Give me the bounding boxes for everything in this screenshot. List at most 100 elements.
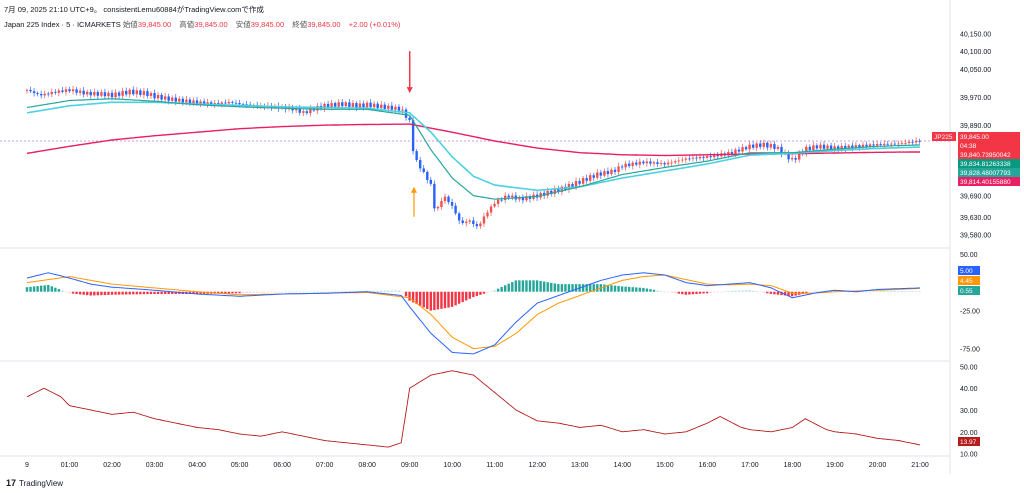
macd-histogram-bar <box>681 291 684 295</box>
macd-histogram-bar <box>465 291 468 301</box>
candle-body <box>171 97 174 101</box>
candle-body <box>787 152 790 160</box>
time-axis-tick-label: 20:00 <box>869 462 887 469</box>
macd-histogram-bar <box>333 291 337 293</box>
candle-body <box>309 108 312 114</box>
candle-body <box>861 144 865 148</box>
candle-body <box>394 106 397 110</box>
candle-body <box>71 89 75 92</box>
candle-body <box>730 152 734 154</box>
candle-body <box>224 102 227 104</box>
candle-body <box>61 90 64 92</box>
macd-histogram-bar <box>461 291 464 303</box>
macd-histogram-bar <box>163 291 167 294</box>
candle-body <box>475 224 479 227</box>
macd-histogram-bar <box>263 291 266 293</box>
candle-body <box>344 102 348 107</box>
macd-histogram-bar <box>546 282 549 292</box>
macd-histogram-bar <box>716 291 719 293</box>
time-axis-tick-label: 12:00 <box>529 462 547 469</box>
macd-histogram-bar <box>305 291 309 293</box>
macd-histogram-bar <box>252 291 255 293</box>
candle-body <box>528 196 532 199</box>
macd-histogram-bar <box>769 291 773 294</box>
candle-body <box>146 91 149 96</box>
candle-body <box>868 144 872 147</box>
macd-histogram-bar <box>440 291 443 309</box>
macd-histogram-bar <box>780 291 783 296</box>
macd-histogram-bar <box>78 291 82 295</box>
macd-histogram-bar <box>199 291 202 294</box>
price-axis-tick-label: 39,580.00 <box>960 232 991 239</box>
macd-histogram-bar <box>805 291 808 294</box>
macd-histogram-bar <box>167 291 170 294</box>
candle-body <box>603 171 606 176</box>
candle-body <box>734 149 737 154</box>
macd-histogram-bar <box>493 290 496 292</box>
candle-body <box>875 143 879 146</box>
candle-body <box>397 106 401 111</box>
macd-histogram-bar <box>32 286 36 292</box>
price-tag <box>958 177 1020 186</box>
candle-body <box>167 96 170 101</box>
price-tag-label: 04:38 <box>960 143 977 150</box>
candle-body <box>408 117 411 120</box>
candle-body <box>649 161 652 164</box>
candle-body <box>117 92 121 96</box>
time-axis-tick-label: 10:00 <box>443 462 461 469</box>
candle-body <box>557 188 560 192</box>
macd-histogram-bar <box>369 290 372 292</box>
candle-body <box>440 201 443 208</box>
macd-histogram-bar <box>75 291 78 294</box>
candle-body <box>670 162 673 164</box>
candle-body <box>103 92 107 97</box>
candle-body <box>638 161 642 165</box>
macd-histogram-bar <box>39 285 43 292</box>
candle-body <box>174 97 177 102</box>
candle-body <box>479 223 482 227</box>
price-axis-tick-label: 40,050.00 <box>960 67 991 74</box>
macd-histogram-bar <box>330 291 333 293</box>
candle-body <box>330 103 333 108</box>
macd-histogram-bar <box>160 291 163 294</box>
candle-body <box>698 156 702 159</box>
macd-histogram-bar <box>387 290 390 292</box>
macd-histogram-bar <box>567 284 571 292</box>
candle-body <box>199 101 202 104</box>
candle-body <box>681 159 684 161</box>
macd-histogram-bar <box>436 291 440 310</box>
time-axis-tick-label: 08:00 <box>358 462 376 469</box>
candle-body <box>688 158 691 160</box>
macd-axis-tick-label: -75.00 <box>960 347 980 354</box>
candle-body <box>911 141 914 143</box>
macd-histogram-bar <box>238 291 241 294</box>
macd-histogram-bar <box>273 291 277 293</box>
macd-histogram-bar <box>649 289 652 292</box>
macd-histogram-bar <box>100 291 103 296</box>
candle-body <box>390 105 394 110</box>
macd-histogram-bar <box>25 287 29 292</box>
low-label: 安値 <box>235 20 251 29</box>
candle-body <box>808 146 812 151</box>
macd-histogram-bar <box>319 291 323 293</box>
candle-body <box>135 90 139 95</box>
close-label: 終値 <box>292 20 308 29</box>
macd-histogram-bar <box>631 287 634 292</box>
macd-histogram-bar <box>751 290 755 292</box>
macd-histogram-bar <box>139 291 142 295</box>
candle-body <box>153 93 156 99</box>
macd-histogram-bar <box>500 287 503 292</box>
macd-histogram-bar <box>698 291 702 294</box>
open-value: 39,845.00 <box>137 20 172 29</box>
signal-arrow-down-icon <box>406 87 413 94</box>
candle-body <box>486 212 489 217</box>
macd-histogram-bar <box>270 291 273 293</box>
macd-histogram-bar <box>712 291 716 293</box>
price-tag-label: 39,840.73950042 <box>960 152 1011 159</box>
macd-axis-tick-label: -25.00 <box>960 309 980 316</box>
candle-body <box>89 91 92 96</box>
time-axis-tick-label: 03:00 <box>146 462 164 469</box>
symbol-name: Japan 225 Index · 5 · ICMARKETS <box>4 20 121 29</box>
candle-body <box>759 143 762 147</box>
